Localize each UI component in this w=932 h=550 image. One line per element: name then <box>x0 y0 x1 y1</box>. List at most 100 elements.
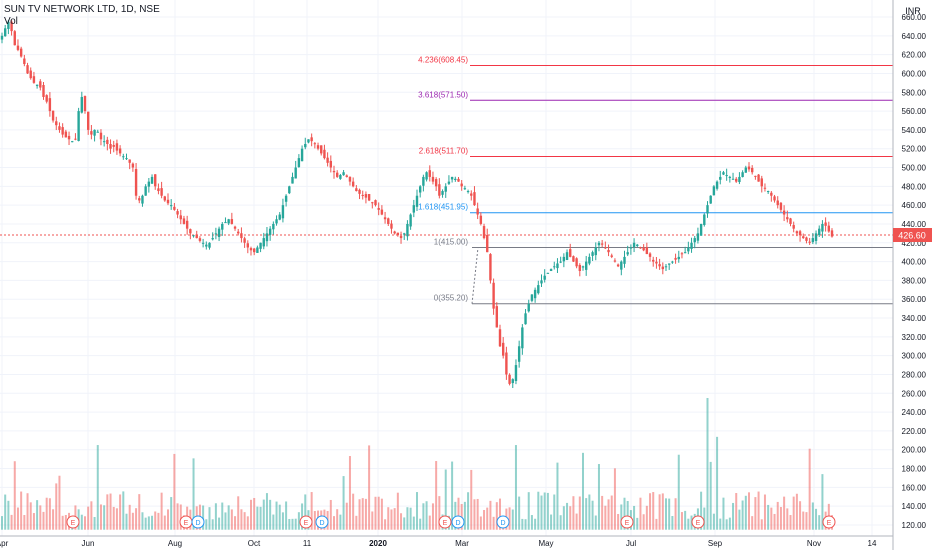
volume-bar <box>285 501 288 530</box>
candle-body <box>671 261 674 263</box>
candle-body <box>224 222 227 224</box>
price-tick-label: 160.00 <box>902 483 927 492</box>
earnings-marker[interactable]: E <box>438 515 452 529</box>
fibonacci-extension[interactable]: 4.236(608.45) 3.618(571.50) 2.618(511.70) 1… <box>418 55 896 305</box>
volume-bar <box>540 495 543 530</box>
candle-body <box>192 235 195 237</box>
volume-bar <box>792 496 795 530</box>
candle-body <box>559 261 562 263</box>
volume-bar <box>716 436 719 530</box>
volume-bar <box>310 492 313 530</box>
currency-label[interactable]: INR <box>905 6 921 16</box>
candle-body <box>540 280 543 284</box>
volume-bar <box>684 510 687 530</box>
dividend-marker[interactable]: D <box>315 515 329 529</box>
earnings-icon <box>691 515 705 529</box>
candle-body <box>367 194 371 201</box>
candle-body <box>320 145 323 154</box>
candle-body <box>3 28 7 37</box>
volume-bar <box>508 507 511 530</box>
candle-body <box>35 84 39 86</box>
candle-body <box>533 289 537 299</box>
earnings-marker[interactable]: E <box>299 515 313 529</box>
candle-body <box>141 195 144 204</box>
dividend-marker[interactable]: D <box>496 515 510 529</box>
volume-bar <box>42 511 45 530</box>
volume-bar <box>425 501 428 530</box>
candle-body <box>479 215 483 224</box>
volume-bar <box>333 516 335 530</box>
candle-body <box>521 327 524 349</box>
volume-bar <box>115 508 118 530</box>
volume-bar <box>288 518 291 530</box>
volume-bar <box>112 506 115 530</box>
candle-body <box>827 225 831 232</box>
volume-bar <box>16 507 19 530</box>
earnings-marker[interactable]: E <box>179 515 193 529</box>
candle-body <box>428 170 431 177</box>
candle-body <box>189 229 192 234</box>
candle-body <box>115 143 119 151</box>
volume-bar <box>725 519 728 530</box>
volume-bar <box>492 516 495 530</box>
volume-bar <box>99 504 102 530</box>
dividend-marker[interactable]: D <box>451 515 465 529</box>
candle-body <box>652 259 655 262</box>
candle-body <box>83 96 87 112</box>
candle-body <box>588 256 591 264</box>
volume-bar <box>626 501 629 530</box>
volume-bar <box>355 515 358 530</box>
candle-body <box>808 241 811 243</box>
volume-bar <box>451 461 454 530</box>
volume-bar <box>751 516 754 530</box>
candle-body <box>779 202 783 210</box>
candle-body <box>64 131 68 138</box>
candle-body <box>811 238 815 243</box>
candle-body <box>358 189 361 194</box>
volume-bar <box>36 500 39 530</box>
volume-bar <box>301 503 304 530</box>
candle-body <box>632 242 636 248</box>
volume-bar <box>364 498 367 530</box>
candle-body <box>237 231 240 234</box>
time-axis[interactable]: Apr Jun Aug Oct 11 2020 Mar May Jul Sep Nov 14 <box>0 539 877 548</box>
fib-level-label: 4.236(608.45) <box>418 55 468 64</box>
volume-bar <box>393 508 396 530</box>
volume-bar <box>438 496 441 530</box>
price-tick-label: 300.00 <box>902 352 927 361</box>
candle-body <box>482 226 486 239</box>
candle-body <box>102 141 106 143</box>
fib-trend-line[interactable] <box>471 247 479 304</box>
price-axis[interactable]: 660.00 640.00 620.00 600.00 580.00 560.00 540.… <box>902 13 927 530</box>
volume-bar <box>61 515 64 530</box>
dividend-marker[interactable]: D <box>191 515 205 529</box>
earnings-marker[interactable]: E <box>620 515 634 529</box>
earnings-marker[interactable]: E <box>66 515 80 529</box>
earnings-marker[interactable]: E <box>691 515 705 529</box>
volume-bar <box>138 494 141 530</box>
candle-body <box>728 176 732 178</box>
time-tick-label: Sep <box>708 539 723 548</box>
candle-body <box>96 131 99 133</box>
volume-bar <box>230 509 233 530</box>
candle-body <box>744 167 748 173</box>
candle-body <box>501 342 505 356</box>
candle-body <box>160 188 163 196</box>
volume-bar <box>789 515 792 530</box>
candle-body <box>131 163 135 168</box>
volume-bar <box>543 492 546 530</box>
volume-bar <box>240 509 243 530</box>
volume-bar <box>652 492 655 530</box>
candle-body <box>348 176 352 182</box>
volume-bar <box>253 497 256 530</box>
earnings-marker[interactable]: E <box>822 515 836 529</box>
candle-body <box>454 178 457 180</box>
candle-body <box>246 243 250 248</box>
candle-body <box>281 205 285 219</box>
volume-bar <box>151 515 154 530</box>
candle-body <box>418 186 422 193</box>
volume-bar <box>7 500 10 530</box>
candle-body <box>735 178 738 182</box>
